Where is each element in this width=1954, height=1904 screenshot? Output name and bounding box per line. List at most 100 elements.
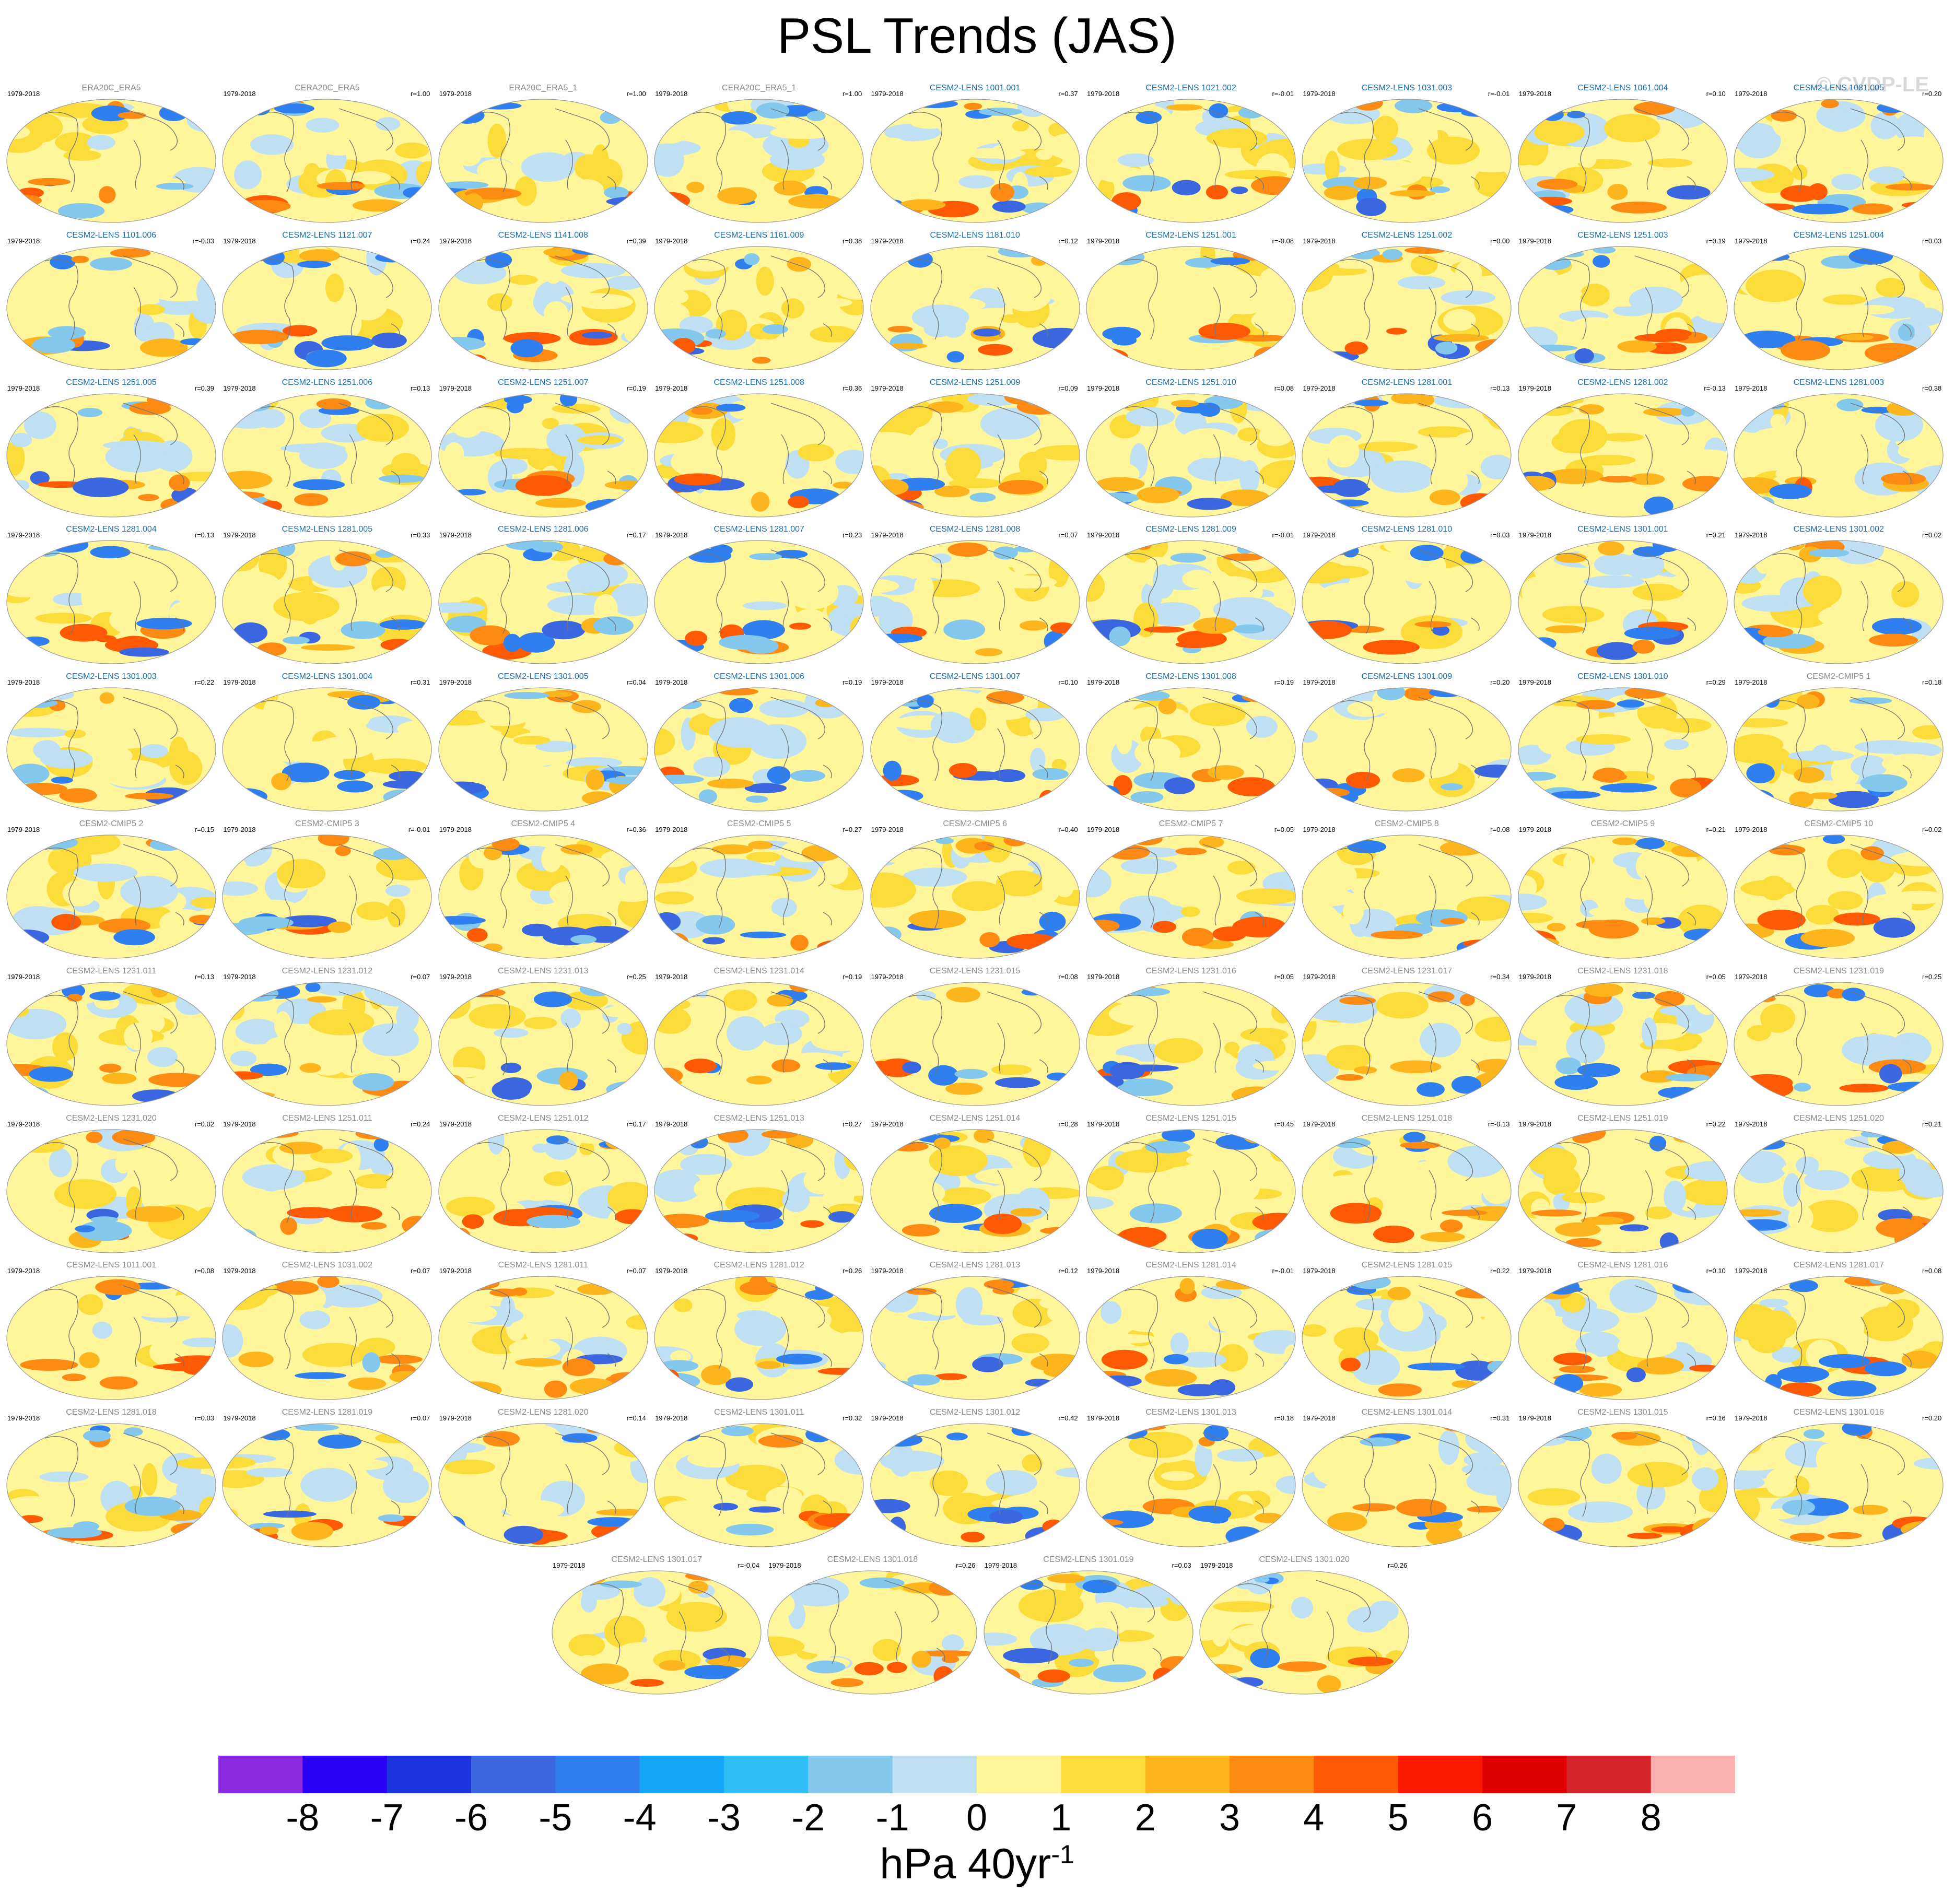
- trend-blob: [1161, 1471, 1195, 1482]
- map-outline: [222, 1276, 432, 1400]
- trend-blob: [691, 1340, 726, 1360]
- coastline: [555, 1138, 610, 1181]
- coastline: [261, 111, 295, 193]
- trend-blob: [129, 149, 179, 182]
- trend-blob: [1181, 982, 1226, 1001]
- trend-blob: [532, 1143, 548, 1153]
- panel-title: CESM2-LENS 1031.003: [1361, 84, 1453, 92]
- coastline: [908, 700, 942, 781]
- panel-pattern-correlation: r=-0.01: [1272, 90, 1294, 98]
- panel-title: CESM2-LENS 1181.010: [930, 230, 1020, 240]
- trend-blob: [1153, 1667, 1174, 1685]
- coastline: [1634, 1285, 1689, 1329]
- trend-blob: [7, 1496, 64, 1529]
- coastline: [1645, 434, 1653, 484]
- trend-blob: [523, 1016, 557, 1029]
- trend-blob: [558, 1071, 578, 1090]
- colorbar-swatch: [639, 1756, 724, 1793]
- trend-blob: [696, 915, 735, 935]
- trend-blob: [1037, 1669, 1070, 1683]
- trend-blob: [299, 249, 341, 263]
- coastline: [1255, 323, 1264, 337]
- trend-blob: [1666, 185, 1711, 200]
- panel-period: 1979-2018: [871, 1267, 904, 1275]
- panel-pattern-correlation: r=0.23: [842, 531, 862, 539]
- trend-blob: [273, 592, 340, 621]
- trend-blob: [614, 1208, 648, 1224]
- trend-blob: [1255, 1512, 1283, 1523]
- trend-blob: [335, 551, 372, 567]
- trend-blob: [580, 1663, 629, 1685]
- coastline: [1124, 258, 1159, 340]
- trend-blob: [705, 1209, 760, 1223]
- trend-blob: [1115, 1078, 1173, 1096]
- coastline: [339, 108, 394, 151]
- trend-blob: [672, 248, 693, 263]
- trend-blob: [1792, 204, 1849, 215]
- panel-pattern-correlation: r=0.00: [1490, 237, 1510, 245]
- coastline: [1213, 581, 1221, 631]
- map-outline: [6, 687, 216, 812]
- trend-blob: [1808, 183, 1828, 201]
- trend-blob: [90, 257, 133, 271]
- trend-blob: [1291, 1620, 1314, 1653]
- trend-blob: [380, 619, 427, 630]
- trend-blob: [307, 996, 337, 1003]
- trend-blob: [300, 1063, 322, 1073]
- coastline: [1255, 176, 1264, 190]
- trend-blob: [1324, 185, 1360, 201]
- coastline: [1039, 323, 1048, 337]
- trend-blob: [1747, 1137, 1786, 1150]
- trend-blob: [383, 780, 432, 789]
- trend-blob: [1627, 1532, 1663, 1539]
- trend-blob: [1828, 891, 1863, 910]
- map-outline: [6, 982, 216, 1106]
- trend-blob: [787, 256, 812, 272]
- coastline: [823, 1353, 832, 1367]
- trend-blob: [243, 742, 280, 755]
- panel-pattern-correlation: r=1.00: [411, 90, 430, 98]
- trend-blob: [363, 758, 427, 774]
- trend-blob: [33, 546, 60, 557]
- coastline: [1634, 255, 1689, 298]
- map-outline: [1302, 393, 1512, 518]
- map-outline: [1086, 835, 1296, 959]
- colorbar-tick-label: 8: [1640, 1797, 1662, 1839]
- trend-blob: [1430, 466, 1468, 495]
- coastline: [607, 1059, 616, 1073]
- panel-pattern-correlation: r=0.18: [1922, 678, 1942, 687]
- trend-blob: [57, 203, 105, 219]
- trend-blob: [776, 1354, 823, 1365]
- trend-blob: [1581, 454, 1636, 465]
- coastline: [175, 765, 184, 779]
- trend-blob: [1225, 1526, 1262, 1546]
- trend-blob: [1632, 991, 1655, 999]
- map-panel: CESM2-LENS 1121.007 1979-2018 r=0.24: [219, 225, 435, 371]
- trend-blob: [870, 1210, 919, 1229]
- trend-blob: [1378, 1383, 1422, 1397]
- trend-blob: [1371, 931, 1423, 939]
- coastline: [1861, 581, 1869, 631]
- panel-pattern-correlation: r=-0.13: [1704, 384, 1726, 392]
- trend-blob: [1403, 1131, 1426, 1143]
- trend-blob: [1580, 1216, 1624, 1225]
- trend-blob: [90, 546, 131, 559]
- coastline: [1419, 697, 1473, 739]
- trend-blob: [375, 252, 409, 263]
- coastline: [1902, 323, 1912, 337]
- trend-blob: [1310, 1239, 1335, 1247]
- trend-blob: [358, 1338, 395, 1357]
- map-panel: CESM2-LENS 1281.018 1979-2018 r=0.03: [3, 1402, 219, 1548]
- map-panel: CESM2-LENS 1231.011 1979-2018 r=0.13: [3, 960, 219, 1107]
- trend-blob: [1021, 1454, 1043, 1472]
- panel-title: CESM2-LENS 1251.020: [1793, 1113, 1884, 1123]
- panel-title: CESM2-LENS 1231.011: [66, 966, 157, 975]
- trend-blob: [279, 1141, 323, 1154]
- map-outline: [6, 1129, 216, 1253]
- trend-blob: [1120, 1064, 1179, 1072]
- coastline: [607, 470, 616, 484]
- panel-title: CESM2-LENS 1021.002: [1145, 84, 1236, 92]
- trend-blob: [1115, 1149, 1179, 1173]
- trend-blob: [992, 200, 1026, 213]
- map-outline: [1734, 835, 1944, 959]
